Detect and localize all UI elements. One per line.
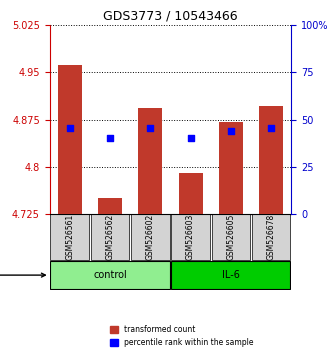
Bar [219, 122, 243, 215]
FancyBboxPatch shape [50, 215, 89, 260]
FancyBboxPatch shape [212, 215, 250, 260]
FancyBboxPatch shape [252, 215, 291, 260]
Text: GSM526561: GSM526561 [65, 214, 74, 260]
Point [148, 125, 153, 131]
Text: GSM526678: GSM526678 [267, 214, 276, 260]
FancyBboxPatch shape [91, 215, 129, 260]
Text: IL-6: IL-6 [222, 270, 240, 280]
Bar [58, 65, 82, 215]
Bar [178, 173, 203, 215]
Point [228, 128, 234, 134]
Text: GSM526603: GSM526603 [186, 214, 195, 261]
Bar [138, 108, 163, 215]
Point [107, 135, 113, 141]
Point [188, 135, 193, 141]
FancyBboxPatch shape [171, 262, 291, 289]
Title: GDS3773 / 10543466: GDS3773 / 10543466 [103, 9, 238, 22]
Point [67, 125, 72, 131]
Text: agent: agent [0, 270, 45, 280]
FancyBboxPatch shape [50, 262, 170, 289]
Text: GSM526602: GSM526602 [146, 214, 155, 260]
FancyBboxPatch shape [131, 215, 170, 260]
Text: control: control [93, 270, 127, 280]
FancyBboxPatch shape [171, 215, 210, 260]
Text: GSM526562: GSM526562 [106, 214, 115, 260]
Point [268, 125, 274, 131]
Text: GSM526605: GSM526605 [226, 214, 235, 261]
Bar [98, 198, 122, 215]
Legend: transformed count, percentile rank within the sample: transformed count, percentile rank withi… [107, 322, 257, 350]
Bar [259, 106, 283, 215]
